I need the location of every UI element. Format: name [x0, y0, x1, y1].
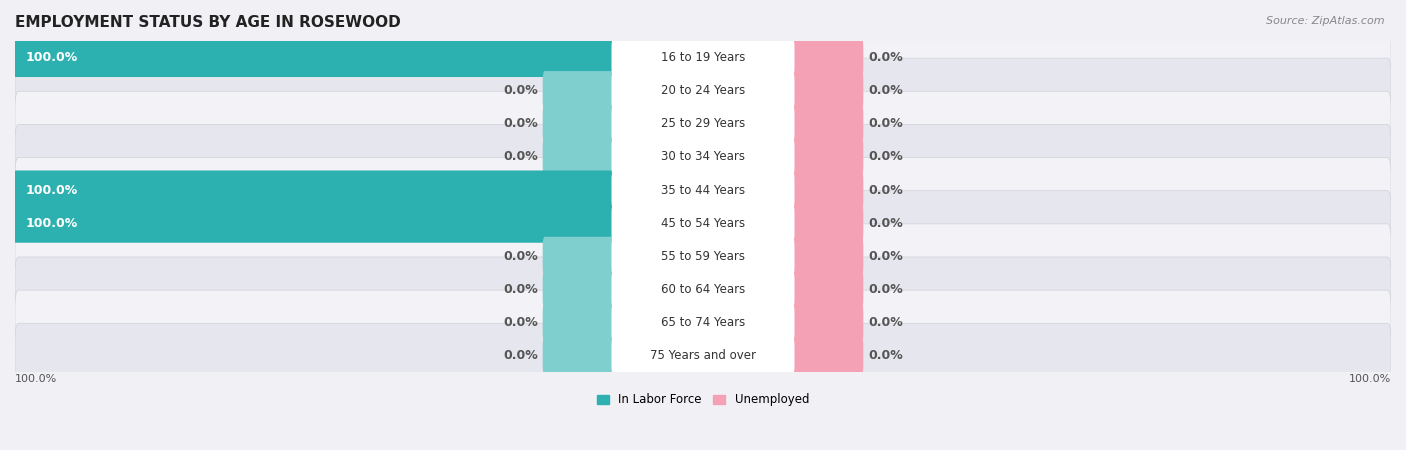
FancyBboxPatch shape — [15, 323, 1391, 388]
FancyBboxPatch shape — [612, 137, 794, 176]
FancyBboxPatch shape — [15, 290, 1391, 355]
Text: 0.0%: 0.0% — [868, 283, 903, 296]
Text: 0.0%: 0.0% — [868, 150, 903, 163]
Text: 0.0%: 0.0% — [868, 184, 903, 197]
Text: 60 to 64 Years: 60 to 64 Years — [661, 283, 745, 296]
Text: 100.0%: 100.0% — [25, 217, 77, 230]
FancyBboxPatch shape — [543, 237, 616, 276]
Legend: In Labor Force, Unemployed: In Labor Force, Unemployed — [598, 393, 808, 406]
FancyBboxPatch shape — [15, 124, 1391, 189]
FancyBboxPatch shape — [612, 171, 794, 210]
Text: 0.0%: 0.0% — [503, 283, 538, 296]
Text: 75 Years and over: 75 Years and over — [650, 349, 756, 362]
Text: 0.0%: 0.0% — [503, 150, 538, 163]
Text: 20 to 24 Years: 20 to 24 Years — [661, 84, 745, 97]
FancyBboxPatch shape — [790, 237, 863, 276]
Text: 0.0%: 0.0% — [868, 349, 903, 362]
FancyBboxPatch shape — [13, 203, 616, 243]
Text: 0.0%: 0.0% — [868, 84, 903, 97]
Text: 0.0%: 0.0% — [868, 217, 903, 230]
FancyBboxPatch shape — [543, 270, 616, 309]
FancyBboxPatch shape — [543, 71, 616, 110]
Text: 100.0%: 100.0% — [25, 51, 77, 64]
FancyBboxPatch shape — [15, 224, 1391, 289]
Text: 45 to 54 Years: 45 to 54 Years — [661, 217, 745, 230]
FancyBboxPatch shape — [13, 38, 616, 77]
FancyBboxPatch shape — [543, 137, 616, 176]
FancyBboxPatch shape — [612, 237, 794, 276]
FancyBboxPatch shape — [790, 71, 863, 110]
FancyBboxPatch shape — [543, 303, 616, 342]
Text: 100.0%: 100.0% — [25, 184, 77, 197]
Text: 0.0%: 0.0% — [503, 349, 538, 362]
FancyBboxPatch shape — [612, 303, 794, 342]
FancyBboxPatch shape — [612, 38, 794, 77]
FancyBboxPatch shape — [790, 203, 863, 243]
FancyBboxPatch shape — [543, 104, 616, 143]
FancyBboxPatch shape — [13, 171, 616, 210]
FancyBboxPatch shape — [612, 203, 794, 243]
Text: 0.0%: 0.0% — [503, 250, 538, 263]
FancyBboxPatch shape — [790, 336, 863, 375]
FancyBboxPatch shape — [15, 257, 1391, 322]
Text: 0.0%: 0.0% — [503, 84, 538, 97]
FancyBboxPatch shape — [15, 91, 1391, 156]
Text: 0.0%: 0.0% — [868, 117, 903, 130]
Text: 35 to 44 Years: 35 to 44 Years — [661, 184, 745, 197]
FancyBboxPatch shape — [612, 71, 794, 110]
FancyBboxPatch shape — [790, 270, 863, 309]
Text: 55 to 59 Years: 55 to 59 Years — [661, 250, 745, 263]
FancyBboxPatch shape — [790, 38, 863, 77]
Text: 0.0%: 0.0% — [868, 250, 903, 263]
Text: 25 to 29 Years: 25 to 29 Years — [661, 117, 745, 130]
Text: 16 to 19 Years: 16 to 19 Years — [661, 51, 745, 64]
Text: 100.0%: 100.0% — [1348, 374, 1391, 384]
Text: 100.0%: 100.0% — [15, 374, 58, 384]
Text: EMPLOYMENT STATUS BY AGE IN ROSEWOOD: EMPLOYMENT STATUS BY AGE IN ROSEWOOD — [15, 15, 401, 30]
Text: 65 to 74 Years: 65 to 74 Years — [661, 316, 745, 329]
Text: 0.0%: 0.0% — [868, 316, 903, 329]
FancyBboxPatch shape — [612, 336, 794, 375]
Text: 0.0%: 0.0% — [503, 316, 538, 329]
Text: 0.0%: 0.0% — [868, 51, 903, 64]
FancyBboxPatch shape — [15, 158, 1391, 222]
FancyBboxPatch shape — [612, 104, 794, 143]
FancyBboxPatch shape — [15, 58, 1391, 123]
FancyBboxPatch shape — [543, 336, 616, 375]
Text: 0.0%: 0.0% — [503, 117, 538, 130]
Text: 30 to 34 Years: 30 to 34 Years — [661, 150, 745, 163]
FancyBboxPatch shape — [790, 104, 863, 143]
FancyBboxPatch shape — [790, 137, 863, 176]
FancyBboxPatch shape — [790, 303, 863, 342]
FancyBboxPatch shape — [612, 270, 794, 309]
FancyBboxPatch shape — [790, 171, 863, 210]
FancyBboxPatch shape — [15, 25, 1391, 90]
Text: Source: ZipAtlas.com: Source: ZipAtlas.com — [1267, 16, 1385, 26]
FancyBboxPatch shape — [15, 191, 1391, 256]
